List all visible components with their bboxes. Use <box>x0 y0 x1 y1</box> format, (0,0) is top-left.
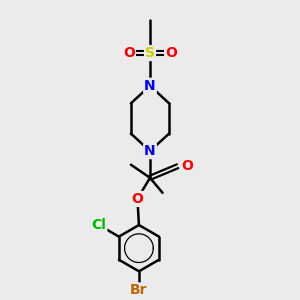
Text: O: O <box>181 159 193 173</box>
Text: O: O <box>131 192 143 206</box>
Text: Br: Br <box>130 284 148 297</box>
Text: O: O <box>123 46 135 60</box>
Text: N: N <box>144 79 156 93</box>
Text: S: S <box>145 46 155 60</box>
Text: Cl: Cl <box>92 218 106 232</box>
Text: N: N <box>144 144 156 158</box>
Text: O: O <box>165 46 177 60</box>
